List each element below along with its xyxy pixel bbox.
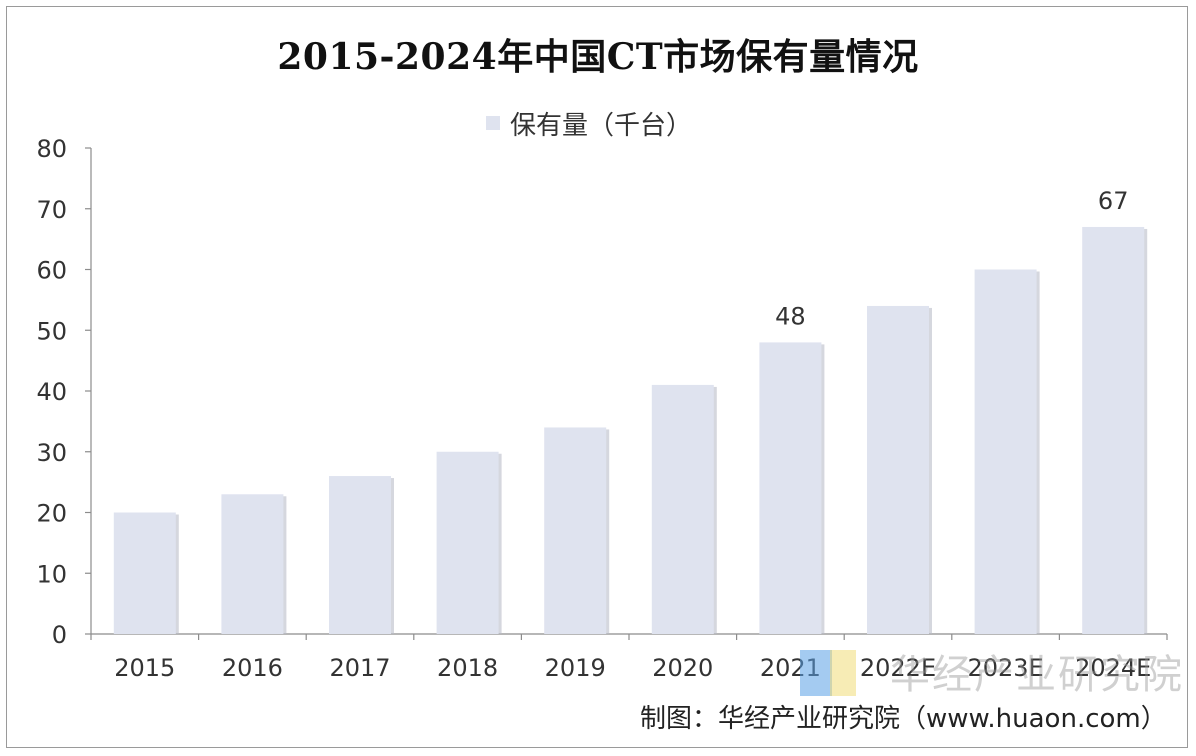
x-tick-label: 2020	[652, 654, 713, 682]
chart-title: 2015-2024年中国CT市场保有量情况	[277, 36, 919, 78]
x-tick-label: 2024E	[1075, 654, 1151, 682]
bar	[436, 451, 499, 634]
x-tick-label: 2017	[329, 654, 390, 682]
data-label: 48	[775, 302, 806, 330]
y-tick-label: 70	[36, 196, 67, 224]
bar	[113, 512, 176, 634]
x-tick-label: 2015	[114, 654, 175, 682]
y-tick-label: 0	[52, 621, 67, 649]
y-tick-label: 80	[36, 135, 67, 163]
bar	[221, 494, 284, 634]
legend-label: 保有量（千台）	[510, 110, 693, 141]
y-tick-label: 10	[36, 560, 67, 588]
x-tick-label: 2023E	[967, 654, 1043, 682]
bar	[651, 384, 714, 634]
bar	[974, 269, 1037, 634]
bar	[329, 476, 391, 634]
y-tick-label: 40	[36, 378, 67, 406]
bar	[544, 427, 607, 634]
data-label: 67	[1098, 187, 1129, 215]
y-tick-label: 30	[36, 439, 67, 467]
bar	[759, 342, 822, 634]
bar	[1082, 226, 1145, 634]
source-credit: 制图：华经产业研究院（www.huaon.com）	[640, 704, 1167, 734]
x-tick-label: 2022E	[860, 654, 936, 682]
bar	[867, 305, 929, 634]
y-tick-label: 20	[36, 500, 67, 528]
x-tick-label: 2016	[222, 654, 283, 682]
x-tick-label: 2018	[437, 654, 498, 682]
y-tick-label: 50	[36, 317, 67, 345]
legend-swatch	[486, 116, 500, 130]
legend: 保有量（千台）	[486, 106, 693, 141]
x-tick-label: 2021	[760, 654, 821, 682]
x-tick-label: 2019	[545, 654, 606, 682]
y-tick-label: 60	[36, 257, 67, 285]
